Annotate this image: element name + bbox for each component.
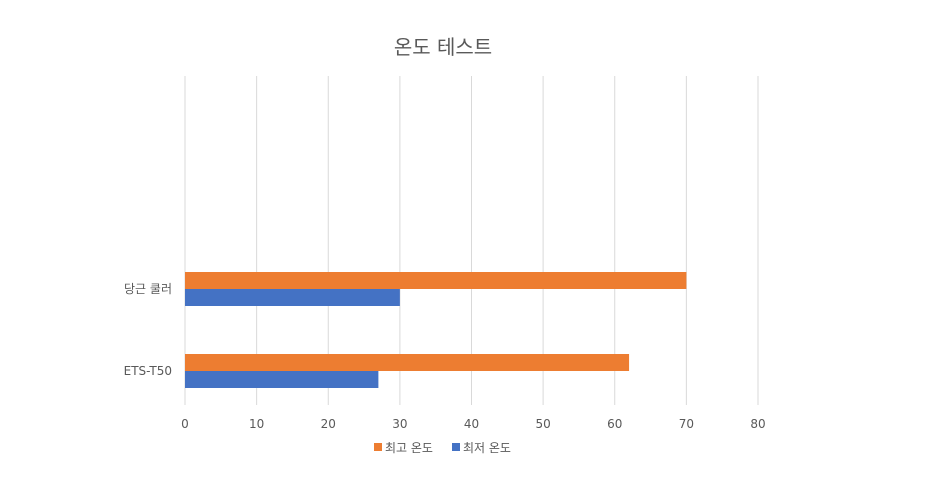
bar xyxy=(185,289,400,306)
x-axis-ticks: 0 10 20 30 40 50 60 70 80 xyxy=(181,417,765,431)
legend-label: 최고 온도 xyxy=(385,441,433,455)
x-tick-label: 50 xyxy=(535,417,550,431)
gridlines xyxy=(184,76,759,405)
x-tick-label: 30 xyxy=(392,417,407,431)
bar xyxy=(185,371,379,388)
category-labels: 당근 쿨러 ETS-T50 xyxy=(124,282,172,378)
bars xyxy=(185,272,687,388)
x-tick-label: 80 xyxy=(750,417,765,431)
category-label: ETS-T50 xyxy=(124,364,172,378)
chart-title: 온도 테스트 xyxy=(394,35,492,59)
legend-label: 최저 온도 xyxy=(463,441,511,455)
legend-swatch xyxy=(452,443,460,451)
legend-swatch xyxy=(374,443,382,451)
x-tick-label: 10 xyxy=(249,417,264,431)
legend: 최고 온도 최저 온도 xyxy=(374,441,511,455)
bar xyxy=(185,272,687,289)
x-tick-label: 20 xyxy=(321,417,336,431)
x-tick-label: 70 xyxy=(679,417,694,431)
x-tick-label: 60 xyxy=(607,417,622,431)
x-tick-label: 0 xyxy=(181,417,189,431)
x-tick-label: 40 xyxy=(464,417,479,431)
category-label: 당근 쿨러 xyxy=(124,282,172,296)
bar xyxy=(185,354,630,371)
